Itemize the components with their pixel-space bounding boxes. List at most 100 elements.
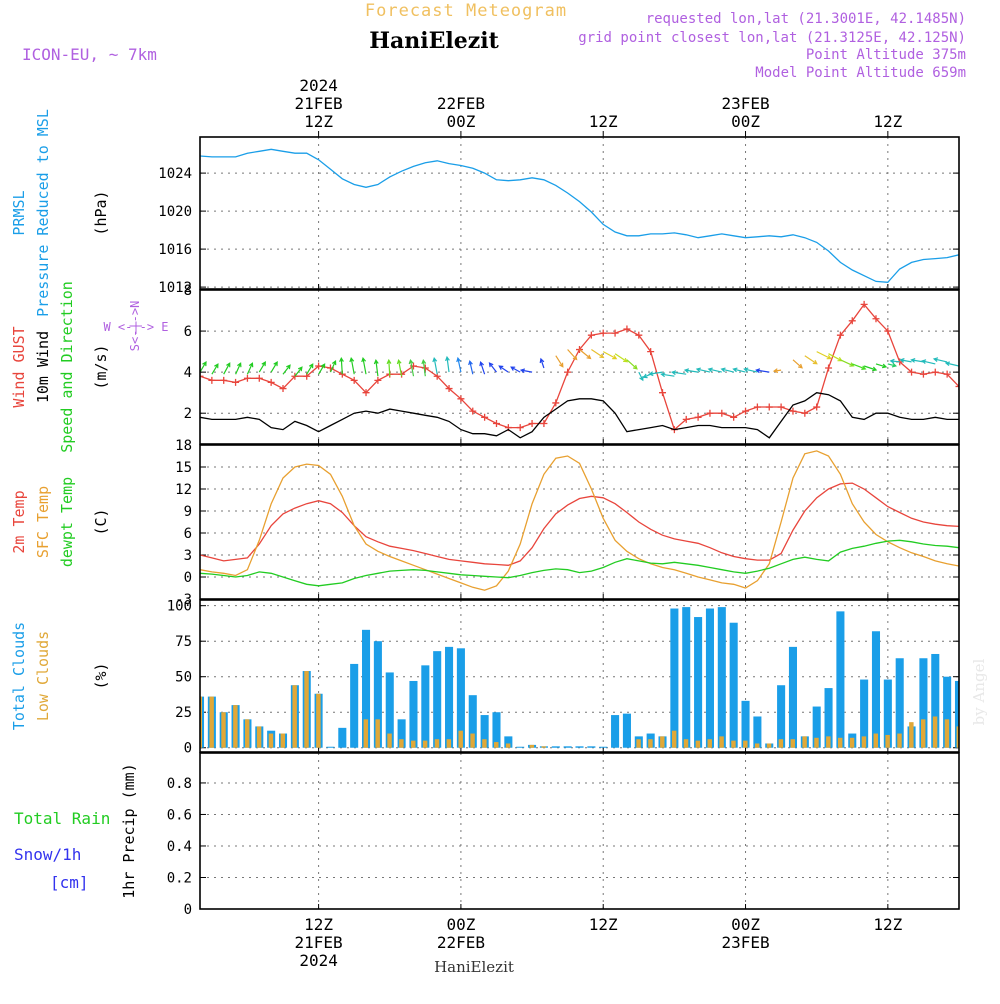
wind-direction-arrow — [282, 364, 291, 375]
y-tick-label: 1016 — [158, 242, 192, 258]
wind-direction-arrow — [614, 353, 629, 363]
y-tick-label: 12 — [175, 482, 192, 498]
low-cloud-bar — [754, 743, 760, 748]
total-cloud-bar — [599, 746, 608, 748]
y-tick-label: 1024 — [158, 166, 192, 182]
wind-direction-arrow — [479, 361, 486, 375]
gust-marker — [540, 419, 548, 427]
y-tick-label: 3 — [184, 548, 192, 564]
wind-direction-arrow — [445, 355, 450, 373]
gust-marker — [765, 403, 773, 411]
low-cloud-bar — [909, 722, 914, 748]
series-sfc_temp — [200, 450, 959, 591]
low-cloud-bar — [0, 699, 4, 747]
product-title: Forecast Meteogram — [365, 1, 567, 21]
low-cloud-bar — [0, 705, 4, 748]
low-cloud-bar — [0, 705, 4, 748]
wind-direction-arrow — [396, 358, 403, 377]
bottom-time-label: 2024 — [299, 951, 338, 970]
gust-marker — [694, 413, 702, 421]
gust-marker — [220, 376, 228, 384]
wind-direction-arrow — [602, 351, 618, 360]
total-cloud-bar — [883, 679, 892, 748]
total-cloud-bar — [0, 712, 8, 748]
total-cloud-bar — [694, 617, 703, 748]
low-cloud-bar — [446, 739, 452, 748]
gust-marker — [492, 419, 500, 427]
total-cloud-bar — [575, 746, 584, 748]
total-cloud-bar — [0, 607, 8, 748]
low-cloud-bar — [648, 739, 653, 748]
wind-direction-arrow — [591, 349, 605, 359]
low-cloud-bar — [707, 739, 712, 748]
watermark: by Angel — [970, 658, 988, 725]
wind-direction-arrow — [840, 359, 855, 367]
wind-direction-arrow — [235, 362, 242, 375]
gust-marker — [587, 331, 595, 339]
low-cloud-bar — [316, 693, 321, 748]
total-cloud-bar — [0, 725, 8, 748]
panel-label: Pressure Reduced to MSL — [34, 109, 52, 317]
total-cloud-bar — [326, 746, 335, 748]
top-time-label: 00Z — [731, 112, 760, 131]
low-cloud-bar — [280, 733, 286, 748]
total-cloud-bar — [0, 607, 8, 748]
wind-direction-arrow — [932, 357, 948, 363]
panel-label: Wind GUST — [10, 326, 28, 407]
low-cloud-bar — [256, 726, 262, 748]
gust-marker — [825, 364, 833, 372]
panel-frame — [199, 752, 960, 910]
total-cloud-bar — [943, 676, 952, 748]
wind-direction-arrow — [456, 356, 462, 373]
series-temp2m — [200, 482, 959, 566]
wind-direction-arrow — [361, 356, 367, 375]
panel-label: PRMSL — [10, 190, 28, 235]
wind-direction-arrow — [294, 366, 303, 377]
low-cloud-bar — [399, 739, 404, 748]
wind-direction-arrow — [720, 367, 734, 373]
point-altitude: Point Altitude 375m — [806, 47, 966, 63]
wind-direction-arrow — [488, 362, 497, 373]
wind-direction-arrow — [339, 356, 344, 375]
wind-direction-arrow — [921, 359, 936, 365]
low-cloud-bar — [861, 736, 867, 748]
low-cloud-bar — [0, 722, 4, 748]
location-title: HaniElezit — [369, 28, 499, 54]
low-cloud-bar — [956, 726, 959, 748]
gust-marker — [599, 329, 607, 337]
series-prmsl — [200, 148, 959, 283]
y-tick-label: 1020 — [158, 204, 192, 220]
total-cloud-bar — [516, 746, 525, 748]
requested-coords: requested lon,lat (21.3001E, 42.1485N) — [646, 11, 966, 27]
total-cloud-bar — [350, 663, 359, 748]
gust-marker — [200, 372, 204, 380]
gust-marker — [291, 372, 299, 380]
unit-label: (C) — [92, 508, 110, 535]
y-tick-label: 1012 — [158, 280, 192, 296]
total-cloud-bar — [812, 706, 821, 748]
low-cloud-bar — [0, 728, 4, 748]
gust-marker — [516, 424, 524, 432]
y-tick-label: 6 — [184, 324, 192, 340]
low-cloud-bar — [541, 746, 546, 748]
gust-marker — [801, 409, 809, 417]
wind-direction-arrow — [910, 358, 924, 363]
y-tick-label: 0 — [184, 570, 192, 586]
gust-marker — [552, 399, 560, 407]
low-cloud-bar — [0, 697, 4, 748]
gust-marker — [813, 403, 821, 411]
y-tick-label: 9 — [184, 504, 192, 520]
wind-direction-arrow — [863, 365, 878, 372]
total-cloud-bar — [0, 617, 8, 748]
low-cloud-bar — [921, 719, 926, 748]
wind-direction-arrow — [246, 362, 254, 375]
y-tick-label: 4 — [184, 365, 192, 381]
total-cloud-bar — [919, 658, 928, 748]
panel-clouds: 0 25 50 75 100 Total Clouds Low Clouds (%) — [0, 599, 960, 757]
gust-marker — [315, 362, 323, 370]
unit-label: 1hr Precip (mm) — [120, 763, 138, 898]
panel-label: Speed and Direction — [58, 281, 76, 453]
gust-marker — [753, 403, 761, 411]
gust-marker — [659, 389, 667, 397]
